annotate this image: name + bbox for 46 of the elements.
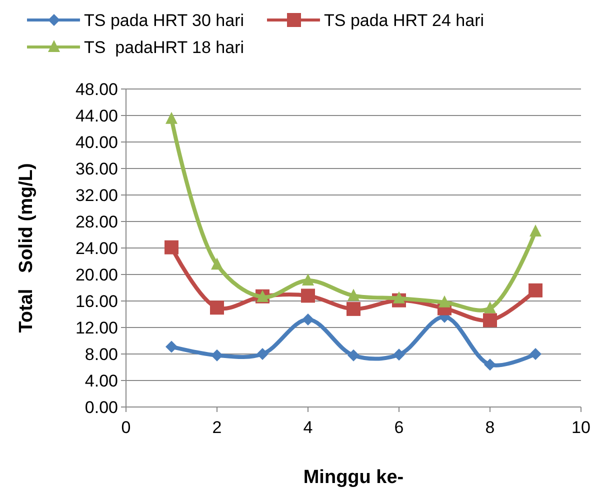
y-tick-label: 32.00	[75, 186, 118, 205]
point	[530, 224, 542, 236]
y-tick-label: 16.00	[75, 292, 118, 311]
point	[348, 288, 360, 301]
legend-label: TS pada HRT 24 hari	[324, 10, 484, 30]
point	[348, 349, 360, 362]
point	[530, 348, 542, 360]
point	[166, 340, 178, 353]
point	[393, 348, 405, 361]
point	[164, 240, 178, 254]
y-tick-label: 8.00	[84, 344, 118, 364]
x-tick-label: 6	[394, 418, 404, 437]
point	[483, 313, 497, 328]
x-tick-label: 8	[485, 418, 495, 437]
y-tick-label: 44.00	[75, 106, 118, 126]
y-tick-label: 28.00	[75, 212, 118, 232]
y-tick-label: 0.00	[84, 398, 118, 417]
point	[484, 358, 496, 371]
y-tick-label: 24.00	[75, 238, 118, 258]
y-tick-label: 48.00	[75, 80, 118, 99]
y-tick-label: 12.00	[75, 318, 118, 338]
legend-label: TS padaHRT 18 hari	[84, 38, 244, 57]
x-tick-label: 4	[303, 418, 313, 437]
point	[346, 302, 360, 316]
y-tick-label: 36.00	[75, 159, 118, 178]
point	[438, 295, 450, 308]
x-tick-label: 0	[121, 418, 131, 437]
point	[484, 301, 496, 314]
point	[528, 283, 542, 298]
x-tick-label: 10	[572, 418, 590, 437]
legend-label: TS pada HRT 30 hari	[84, 10, 244, 30]
point	[211, 349, 223, 362]
point	[256, 348, 268, 360]
y-tick-label: 40.00	[75, 132, 118, 152]
point	[302, 314, 314, 326]
point	[393, 291, 405, 304]
point	[211, 258, 223, 270]
y-axis-title: Total Solid (mg/L)	[16, 163, 37, 333]
x-axis-title: Minggu ke-	[303, 467, 404, 488]
x-tick-label: 2	[212, 418, 222, 437]
point	[210, 300, 224, 315]
y-tick-label: 4.00	[84, 371, 118, 390]
point	[301, 288, 315, 303]
point	[302, 273, 314, 286]
point	[166, 112, 178, 124]
y-tick-label: 20.00	[75, 265, 118, 284]
